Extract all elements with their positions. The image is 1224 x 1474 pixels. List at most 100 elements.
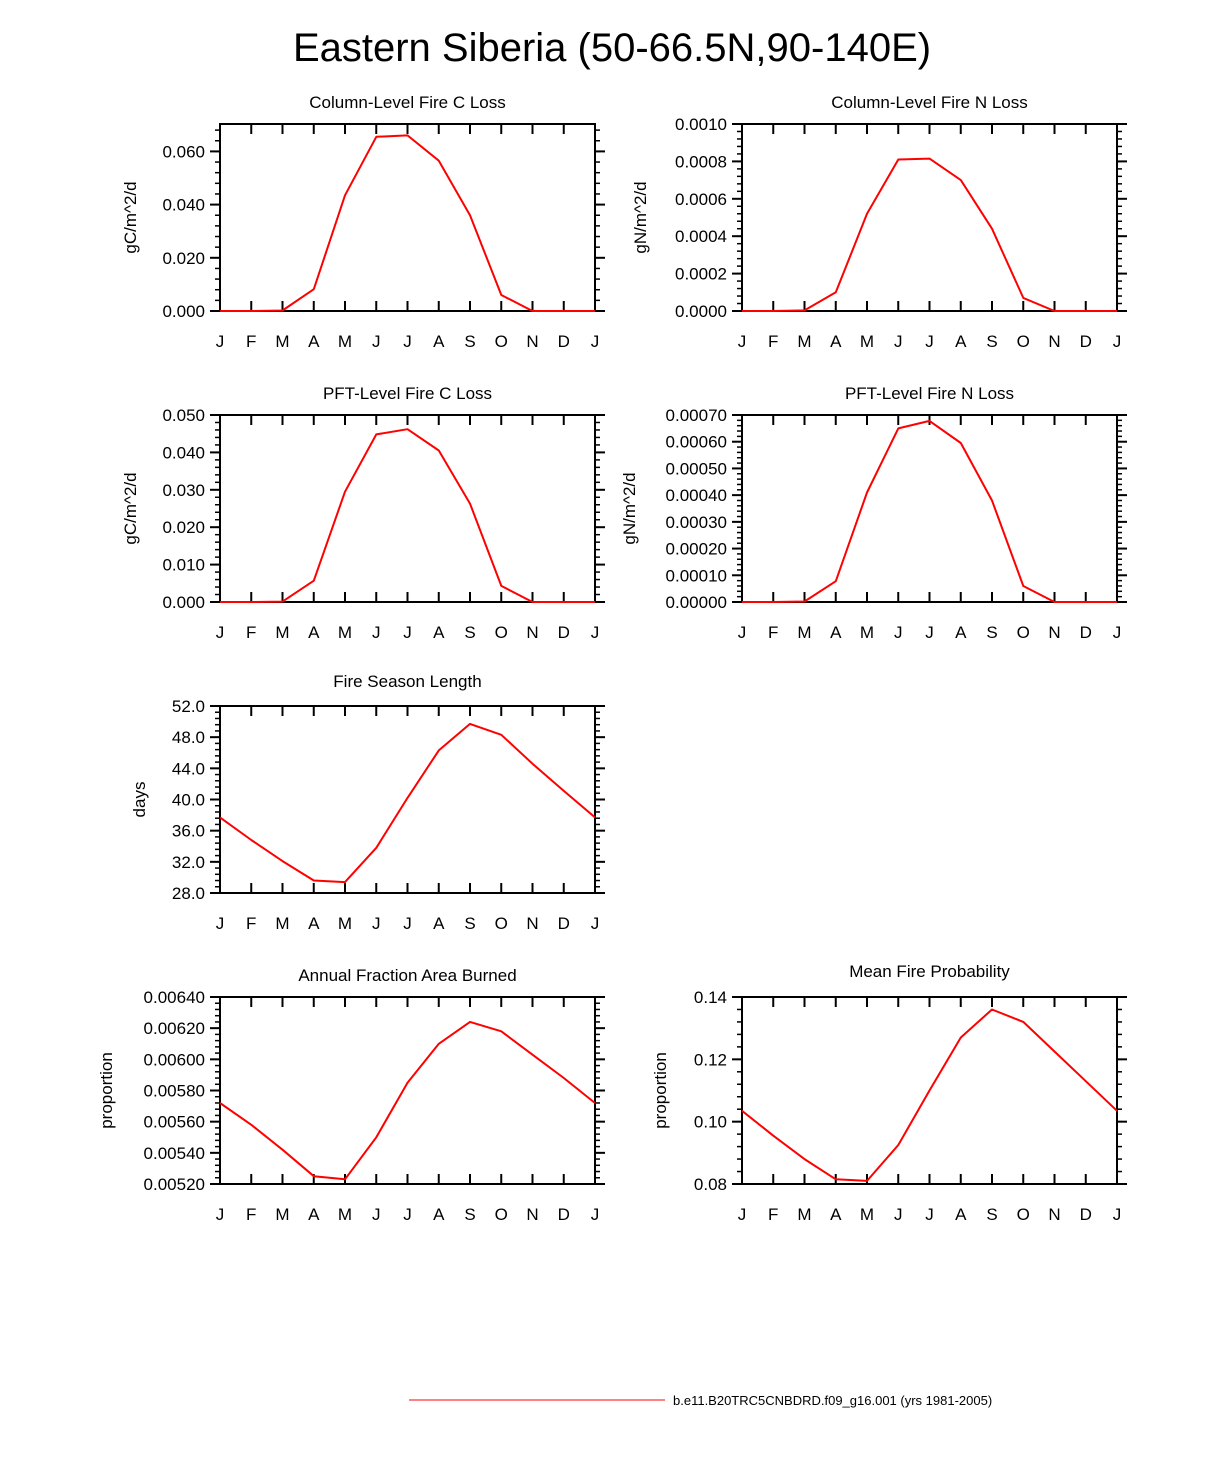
x-tick-label: A [955, 1205, 967, 1224]
x-tick-label: J [894, 623, 903, 642]
x-tick-label: J [403, 623, 412, 642]
y-tick-label: 0.00010 [666, 566, 727, 585]
chart-title: Fire Season Length [333, 672, 481, 691]
x-tick-label: J [403, 1205, 412, 1224]
x-tick-label: M [797, 623, 811, 642]
x-tick-label: F [246, 1205, 256, 1224]
x-tick-label: A [308, 1205, 320, 1224]
chart-title: Column-Level Fire N Loss [831, 93, 1028, 112]
y-tick-label: 32.0 [172, 853, 205, 872]
x-tick-label: A [830, 623, 842, 642]
chart-title: PFT-Level Fire C Loss [323, 384, 492, 403]
y-tick-label: 0.0002 [675, 265, 727, 284]
series-line [219, 722, 596, 884]
y-tick-label: 0.0008 [675, 152, 727, 171]
x-tick-label: D [558, 332, 570, 351]
y-tick-label: 0.00580 [144, 1082, 205, 1101]
chart-title: PFT-Level Fire N Loss [845, 384, 1014, 403]
x-tick-label: S [464, 1205, 475, 1224]
x-tick-label: M [338, 914, 352, 933]
x-tick-label: J [216, 623, 225, 642]
y-tick-label: 28.0 [172, 884, 205, 903]
series-line [741, 1008, 1118, 1182]
x-tick-label: M [860, 332, 874, 351]
chart-panel: J F M A M J J A S O N D J0.0000.0200.0400.060Column-… [121, 93, 605, 351]
x-tick-label: J [591, 623, 600, 642]
y-tick-label: 0.12 [694, 1050, 727, 1069]
x-tick-label: A [830, 1205, 842, 1224]
x-tick-label: S [464, 623, 475, 642]
y-tick-label: 0.040 [162, 196, 205, 215]
x-tick-label: S [986, 623, 997, 642]
x-tick-label: J [925, 623, 934, 642]
y-tick-label: 0.010 [162, 556, 205, 575]
x-tick-label: S [464, 332, 475, 351]
chart-panel: J F M A M J J A S O N D J0.0000.0100.0200.0300.0400.… [121, 384, 605, 642]
x-tick-label: M [275, 623, 289, 642]
x-tick-label: A [433, 1205, 445, 1224]
x-tick-label: N [1048, 623, 1060, 642]
y-tick-label: 0.00540 [144, 1144, 205, 1163]
y-tick-label: 0.000 [162, 593, 205, 612]
x-tick-label: A [433, 332, 445, 351]
x-tick-label: O [495, 1205, 508, 1224]
y-axis-label: days [130, 782, 149, 818]
x-tick-label: F [246, 623, 256, 642]
x-tick-label: M [338, 623, 352, 642]
x-tick-label: J [372, 1205, 381, 1224]
x-tick-label: J [1113, 1205, 1122, 1224]
y-tick-label: 40.0 [172, 791, 205, 810]
x-tick-label: J [894, 1205, 903, 1224]
x-tick-label: O [1017, 1205, 1030, 1224]
y-tick-label: 0.000 [162, 302, 205, 321]
page-title: Eastern Siberia (50-66.5N,90-140E) [292, 26, 932, 70]
x-tick-label: O [495, 914, 508, 933]
x-tick-label: J [925, 332, 934, 351]
x-tick-label: S [986, 1205, 997, 1224]
x-tick-label: J [1113, 623, 1122, 642]
series-line [742, 419, 1117, 603]
series-line [742, 157, 1117, 312]
chart-title: Mean Fire Probability [849, 962, 1010, 981]
x-tick-label: J [372, 332, 381, 351]
x-tick-label: F [768, 623, 778, 642]
x-tick-label: N [526, 332, 538, 351]
x-tick-label: N [526, 914, 538, 933]
x-tick-label: M [338, 1205, 352, 1224]
y-tick-label: 0.0010 [675, 115, 727, 134]
y-tick-label: 0.10 [694, 1113, 727, 1132]
y-tick-label: 0.00040 [666, 486, 727, 505]
y-tick-label: 0.0006 [675, 190, 727, 209]
x-tick-label: A [308, 914, 320, 933]
x-tick-label: J [403, 914, 412, 933]
x-tick-label: J [403, 332, 412, 351]
y-tick-label: 0.020 [162, 518, 205, 537]
x-tick-label: M [275, 1205, 289, 1224]
x-tick-label: S [986, 332, 997, 351]
x-tick-label: S [464, 914, 475, 933]
x-tick-label: D [558, 1205, 570, 1224]
y-tick-label: 44.0 [172, 759, 205, 778]
y-axis-label: gN/m^2/d [631, 181, 650, 253]
x-tick-label: J [591, 332, 600, 351]
x-tick-label: J [372, 914, 381, 933]
y-axis-label: proportion [97, 1052, 116, 1129]
y-axis-label: gC/m^2/d [121, 181, 140, 253]
y-axis-label: gC/m^2/d [121, 472, 140, 544]
x-tick-label: N [526, 1205, 538, 1224]
x-tick-label: M [275, 914, 289, 933]
x-tick-label: M [338, 332, 352, 351]
chart-panel: J F M A M J J A S O N D J0.00000.00020.00040.00060.0… [631, 93, 1127, 351]
y-tick-label: 0.00560 [144, 1113, 205, 1132]
y-tick-label: 0.08 [694, 1175, 727, 1194]
y-tick-label: 0.050 [162, 406, 205, 425]
series-line [219, 1020, 596, 1181]
series-line [220, 428, 595, 603]
y-tick-label: 0.00020 [666, 540, 727, 559]
y-tick-label: 52.0 [172, 697, 205, 716]
x-tick-label: F [768, 332, 778, 351]
x-tick-label: J [216, 914, 225, 933]
series-line [220, 134, 595, 312]
